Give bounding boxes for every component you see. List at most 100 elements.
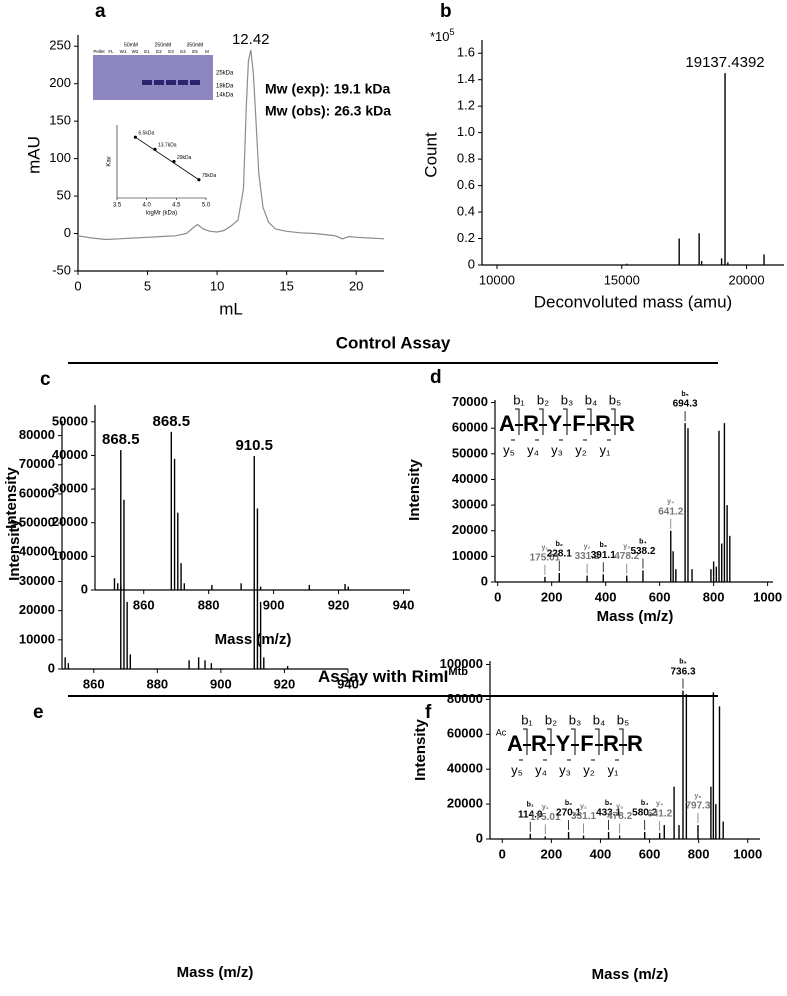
x-tick-label: 900 [210,676,232,691]
y-multiplier: *105 [430,27,455,44]
y-tick-label: 70000 [452,394,488,409]
b-ion: b₃ [561,392,574,407]
fragment-ion: b₁ [527,802,534,809]
residue: F [572,411,585,436]
residue: R [523,411,539,436]
fragment-ion: y₄ [667,499,674,506]
x-tick-label: 200 [541,589,563,604]
fragment-mz: 391.1 [591,550,616,561]
inset-x-tick-label: 3.5 [113,203,122,209]
y-ion: y₄ [535,762,547,777]
x-axis-label: Mass (m/z) [597,608,674,625]
y-tick-label: 40000 [19,544,55,559]
x-tick-label: 400 [595,589,617,604]
y-tick-label: 50000 [452,445,488,460]
y-tick-label: 10000 [452,548,488,563]
x-tick-label: 10 [210,278,224,293]
fragment-ion: b₂ [565,800,572,807]
gel-lane: W2 [132,49,139,54]
panel-letter: e [33,702,44,723]
y-tick-label: 150 [49,113,71,128]
y-tick-label: 80000 [19,427,55,442]
gel-lane: E3 [168,49,174,54]
fragment-ion: y₁ [542,545,549,552]
x-tick-label: 15 [279,278,293,293]
panel-letter: b [440,1,452,22]
x-tick-label: 860 [83,676,105,691]
fragment-mz: 797.3 [685,801,710,812]
gel-lane: M [205,49,209,54]
y-tick-label: 100 [49,150,71,165]
y-ion: y₃ [559,762,571,777]
y-ion: y₁ [600,442,612,457]
b-ion: b₂ [537,392,549,407]
panel-letter: d [430,367,442,388]
b-ion: b₁ [521,712,533,727]
y-axis-label: mAU [24,136,43,174]
fragment-mz: 175.01 [530,812,561,823]
b-bracket [619,728,624,755]
y-tick-label: 0 [468,256,475,271]
gel-group: 350mM [187,42,204,48]
y-tick-label: 1.6 [457,45,475,60]
heading-sup: Mtb [448,666,468,678]
x-tick-label: 5 [144,278,151,293]
peak-label: 868.5 [102,431,140,448]
gel-group: 50mM [124,42,138,48]
fragment-mz: 694.3 [673,399,698,410]
fragment-ion: y₂ [580,803,587,810]
inset-point [197,178,201,182]
gel-band [178,80,188,85]
heading-text: Assay with RimI [318,667,448,686]
residue: A [507,731,523,756]
y-tick-label: 20000 [452,522,488,537]
chromatogram-line [77,49,385,241]
y-tick-label: 0 [81,581,88,596]
residue: R [531,731,547,756]
residue: R [627,731,643,756]
x-tick-label: 940 [393,597,415,612]
multiplier-base: *10 [430,29,450,44]
inset-point-label: 13.7kDa [158,143,177,149]
y-tick-label: 10000 [19,631,55,646]
inset-point-label: 75kDa [202,173,217,179]
residue: R [619,411,635,436]
y-tick-label: 1.0 [457,124,475,139]
inset-point-label: 29kDa [177,155,192,161]
x-tick-label: 880 [146,676,168,691]
x-tick-label: 880 [198,597,220,612]
fragment-ion: y₃ [623,543,630,550]
x-tick-label: 800 [688,846,710,861]
b-bracket [563,408,568,435]
x-tick-label: 0 [74,278,81,293]
y-tick-label: 0 [481,573,488,588]
fragment-ion: y₁ [542,804,549,811]
y-tick-label: 200 [49,75,71,90]
y-tick-label: 20000 [19,602,55,617]
fragment-ion: b₄ [641,800,649,807]
note: Mw (exp): 19.1 kDa [265,81,390,97]
x-tick-label: 920 [274,676,296,691]
gel-image [93,55,213,100]
fragment-ion: y₅ [694,793,701,800]
peptide-prefix: Ac [496,727,507,737]
y-ion: y₁ [608,762,620,777]
y-tick-label: 0.4 [457,203,475,218]
gel-band [142,80,152,85]
b-ion: b₅ [609,392,621,407]
y-axis-label: Count [421,132,440,178]
gel-lane: W1 [120,49,127,54]
b-bracket [515,408,520,435]
y-tick-label: 60000 [452,420,488,435]
gel-lane: E4 [180,49,186,54]
x-tick-label: 10000 [479,272,515,287]
x-axis-label: Mass (m/z) [592,966,669,983]
fragment-mz: 331.2 [575,551,600,562]
x-axis-label: Mass (m/z) [215,631,292,648]
residue: A [499,411,515,436]
y-axis-label: Intensity [6,519,23,581]
panel-letter: f [425,702,432,723]
b-ion: b₂ [545,712,557,727]
y-tick-label: 20000 [52,514,88,529]
